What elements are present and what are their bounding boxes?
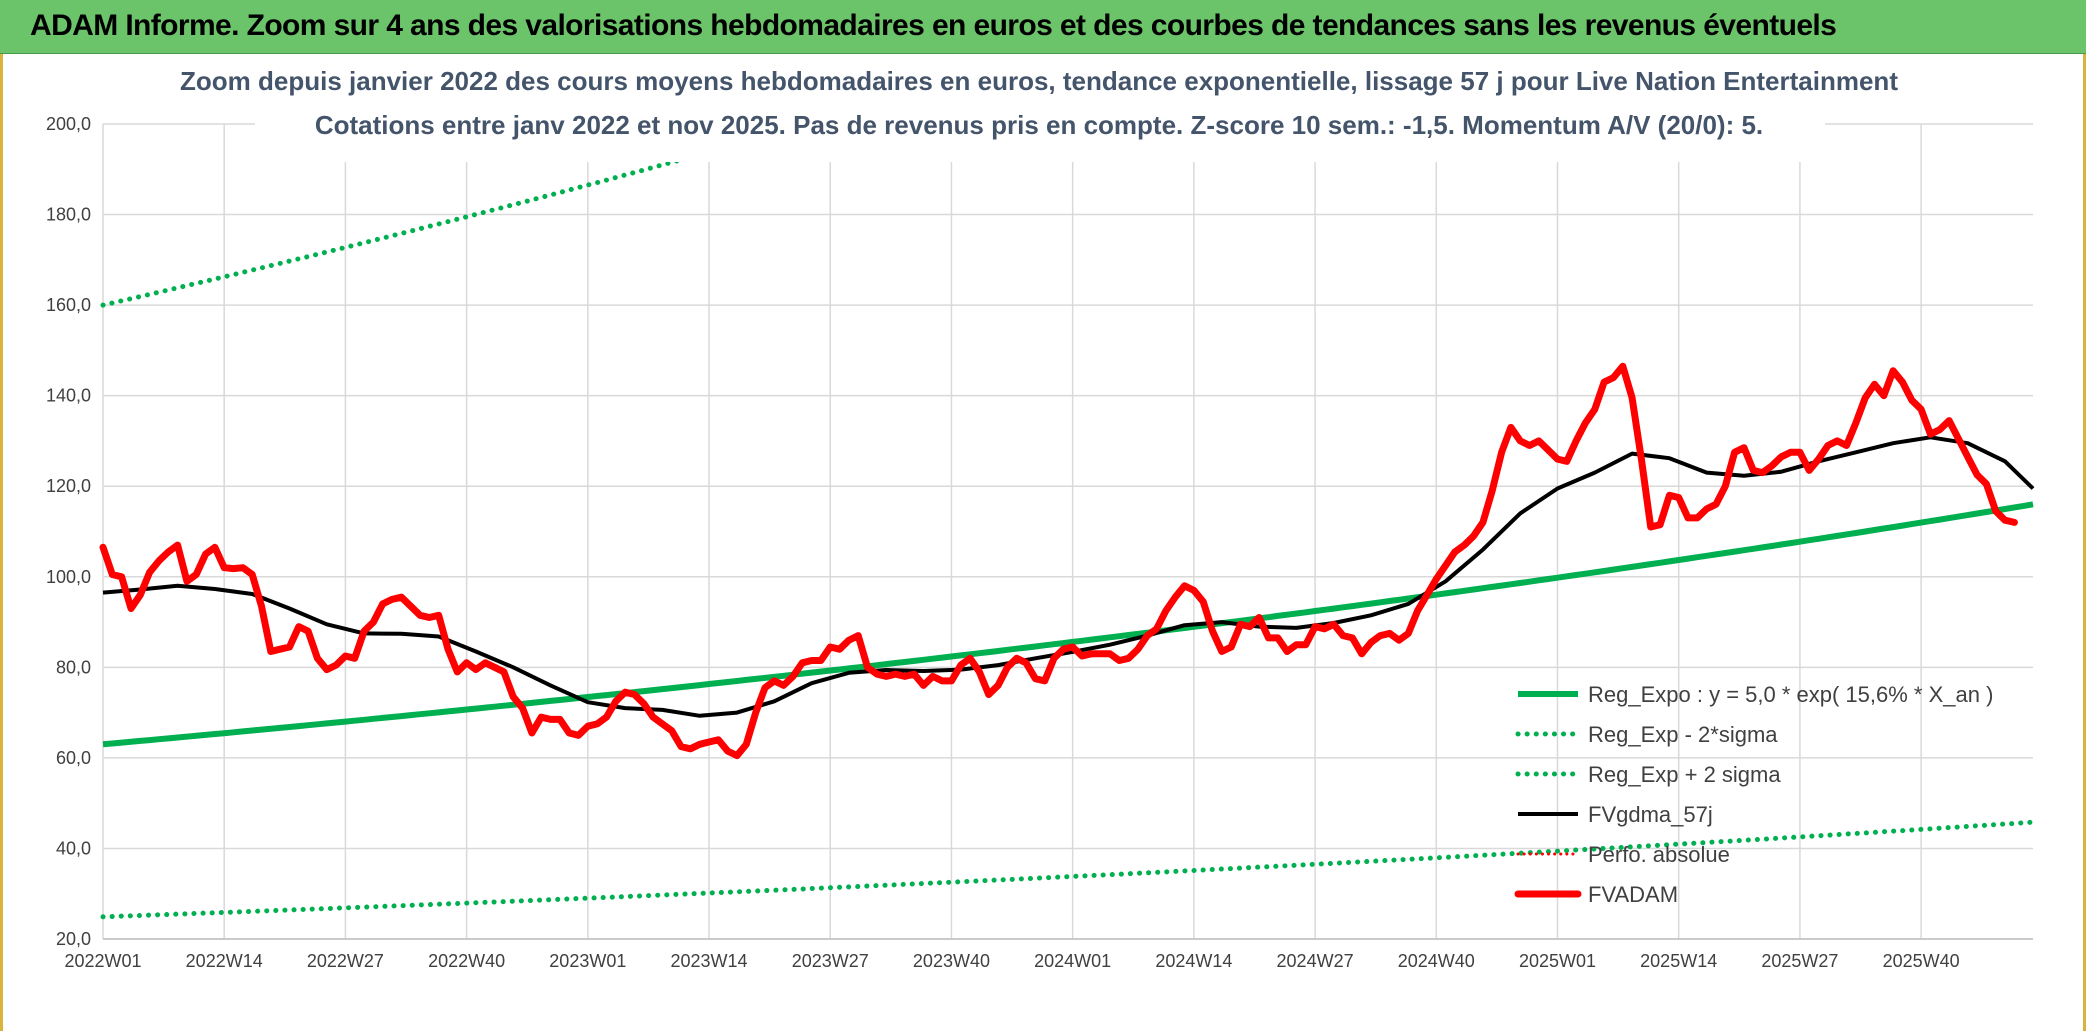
legend-entry: FVgdma_57j (1588, 802, 1713, 827)
chart-title: Zoom depuis janvier 2022 des cours moyen… (180, 66, 1898, 96)
legend-entry: Reg_Exp - 2*sigma (1588, 722, 1778, 747)
x-tick-label: 2023W01 (549, 951, 626, 971)
x-tick-label: 2025W40 (1883, 951, 1960, 971)
legend: Reg_Expo : y = 5,0 * exp( 15,6% * X_an )… (1514, 682, 1993, 907)
x-tick-label: 2024W14 (1155, 951, 1232, 971)
x-tick-label: 2024W40 (1398, 951, 1475, 971)
trend-line (102, 501, 2034, 748)
legend-entry: FVADAM (1588, 882, 1678, 907)
y-tick-label: 60,0 (56, 748, 91, 768)
legend-entry: Reg_Expo : y = 5,0 * exp( 15,6% * X_an ) (1588, 682, 1993, 707)
x-tick-label: 2022W14 (186, 951, 263, 971)
page-title: ADAM Informe. Zoom sur 4 ans des valoris… (30, 9, 1837, 42)
y-tick-label: 80,0 (56, 657, 91, 677)
x-tick-label: 2024W01 (1034, 951, 1111, 971)
chart-frame: 20,0 40,0 60,0 80,0 100,0 120,0 140,0 160,0 180,… (0, 54, 2086, 1031)
x-tick-label: 2025W01 (1519, 951, 1596, 971)
y-tick-label: 140,0 (46, 386, 91, 406)
x-tick-label: 2022W27 (307, 951, 384, 971)
grid (102, 123, 2033, 940)
y-tick-label: 20,0 (56, 929, 91, 949)
x-tick-label: 2025W14 (1640, 951, 1717, 971)
series (99, 123, 2036, 920)
title-background (255, 54, 1825, 162)
header-banner: ADAM Informe. Zoom sur 4 ans des valoris… (0, 0, 2086, 54)
x-tick-label: 2022W40 (428, 951, 505, 971)
x-tick-label: 2023W27 (792, 951, 869, 971)
x-tick-label: 2025W27 (1761, 951, 1838, 971)
x-tick-label: 2024W27 (1277, 951, 1354, 971)
chart-subtitle: Cotations entre janv 2022 et nov 2025. P… (315, 110, 1763, 140)
legend-entry: Reg_Exp + 2 sigma (1588, 762, 1781, 787)
legend-entry: Perfo. absolue (1588, 842, 1730, 867)
y-tick-label: 160,0 (46, 295, 91, 315)
moving-average-line (102, 435, 2035, 718)
trend-lower-band (100, 819, 2036, 920)
x-tick-label: 2023W14 (671, 951, 748, 971)
price-line (99, 362, 2018, 760)
y-tick-label: 40,0 (56, 838, 91, 858)
line-chart: 20,0 40,0 60,0 80,0 100,0 120,0 140,0 160,0 180,… (46, 54, 2036, 971)
x-tick-label: 2023W40 (913, 951, 990, 971)
x-tick-label: 2022W01 (64, 951, 141, 971)
y-tick-label: 100,0 (46, 567, 91, 587)
y-tick-label: 180,0 (46, 205, 91, 225)
y-tick-label: 120,0 (46, 476, 91, 496)
y-tick-label: 200,0 (46, 114, 91, 134)
axes: 20,0 40,0 60,0 80,0 100,0 120,0 140,0 160,0 180,… (46, 114, 2033, 971)
